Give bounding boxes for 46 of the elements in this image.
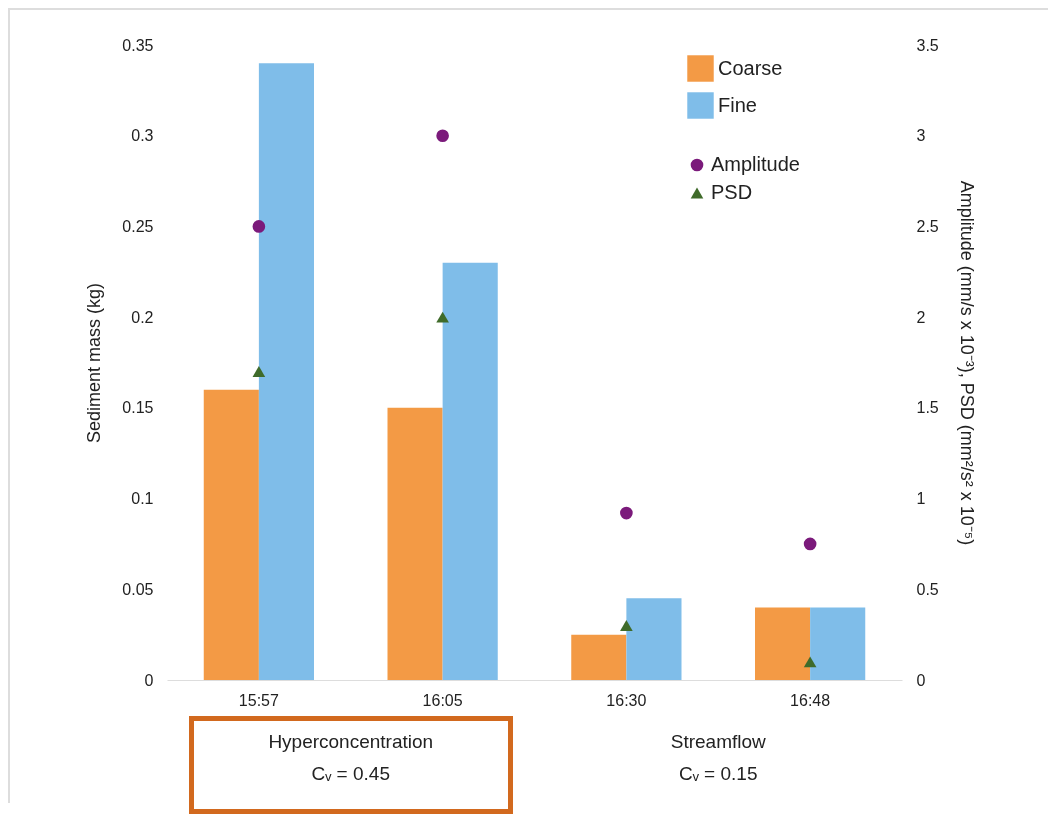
y-tick-label: 0.05 bbox=[122, 580, 154, 598]
text: Cᵥ = 0.15 bbox=[679, 763, 758, 784]
y-tick-label: 0.1 bbox=[131, 490, 154, 508]
y-tick-label: 0.3 bbox=[131, 127, 154, 145]
bar bbox=[258, 63, 314, 680]
y-tick-label: 0.25 bbox=[122, 217, 154, 235]
point bbox=[252, 220, 266, 233]
y-axis-title: Sediment mass (kg) bbox=[84, 282, 105, 444]
legend-label: Fine bbox=[718, 93, 757, 116]
point bbox=[252, 366, 266, 378]
y2-axis-title: Amplitude (mm/s x 10⁻³), PSD (mm²/s² x 10⁻⁵) bbox=[956, 180, 977, 546]
point bbox=[620, 620, 633, 632]
text: Cᵥ = 0.45 bbox=[311, 763, 390, 784]
text: Hyperconcentration bbox=[268, 731, 434, 752]
x-tick-label: 15:57 bbox=[238, 691, 279, 709]
y-tick-label: 0.35 bbox=[122, 36, 154, 54]
x-tick-label: 16:05 bbox=[422, 691, 463, 709]
legend-label: Coarse bbox=[718, 56, 783, 79]
bar bbox=[571, 634, 627, 680]
point bbox=[436, 311, 449, 323]
y2-tick-label: 3 bbox=[916, 127, 926, 145]
point bbox=[620, 506, 633, 520]
y2-tick-label: 0 bbox=[916, 671, 926, 689]
y2-tick-label: 0.5 bbox=[916, 580, 939, 598]
bar bbox=[755, 607, 811, 680]
y-tick-label: 0 bbox=[144, 671, 154, 689]
bar bbox=[810, 607, 866, 680]
bar bbox=[626, 598, 682, 680]
y2-tick-label: 1 bbox=[916, 490, 926, 508]
y2-tick-label: 2.5 bbox=[916, 217, 939, 235]
y-tick-label: 0.2 bbox=[131, 308, 154, 326]
y-tick-label: 0.15 bbox=[122, 399, 154, 417]
x-tick-label: 16:48 bbox=[790, 691, 831, 709]
point bbox=[803, 656, 817, 668]
point bbox=[436, 129, 449, 143]
y2-tick-label: 3.5 bbox=[916, 36, 939, 54]
legend-label: PSD bbox=[711, 181, 753, 203]
bar bbox=[387, 407, 443, 680]
text: Streamflow bbox=[670, 731, 767, 752]
y2-tick-label: 1.5 bbox=[916, 399, 939, 417]
bar bbox=[442, 262, 498, 680]
bar bbox=[203, 389, 259, 680]
x-tick-label: 16:30 bbox=[606, 691, 647, 709]
legend-label: Amplitude bbox=[711, 153, 800, 175]
y2-tick-label: 2 bbox=[916, 308, 926, 326]
point bbox=[803, 537, 817, 551]
